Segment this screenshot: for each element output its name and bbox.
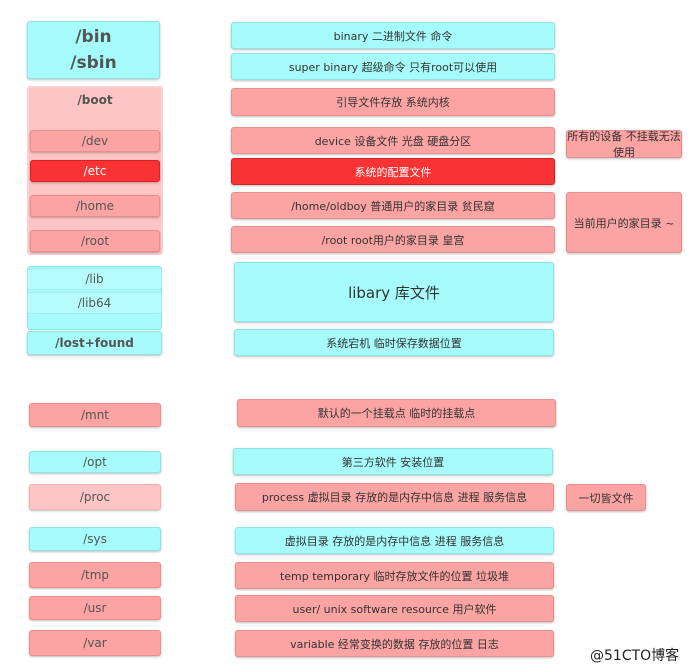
dir-sbin-label: /sbin <box>70 53 117 73</box>
desc-etc: 系统的配置文件 <box>231 158 555 185</box>
dir-opt-label: /opt <box>29 451 161 473</box>
dir-lost-found-label: /lost+found <box>27 331 162 355</box>
dir-sys-label: /sys <box>29 527 161 551</box>
dir-dev-label: /dev <box>30 130 160 152</box>
watermark-text: @51CTO博客 <box>590 648 680 664</box>
dir-boot-label: /boot <box>77 93 113 107</box>
desc-home: /home/oldboy 普通用户的家目录 贫民窟 <box>231 192 555 219</box>
desc-mnt: 默认的一个挂载点 临时的挂载点 <box>237 399 556 427</box>
desc-lost-found: 系统宕机 临时保存数据位置 <box>234 329 554 356</box>
dir-proc-label: /proc <box>29 484 161 510</box>
dir-lib-label: /lib <box>27 268 162 290</box>
dir-var-label: /var <box>29 630 161 656</box>
desc-sbin: super binary 超级命令 只有root可以使用 <box>231 53 555 80</box>
dir-bin-label: /bin <box>75 27 112 47</box>
desc-root: /root root用户的家目录 皇宫 <box>231 226 555 253</box>
desc-var: variable 经常变换的数据 存放的位置 日志 <box>235 630 554 657</box>
desc-usr: user/ unix software resource 用户软件 <box>235 595 554 622</box>
dir-etc-label: /etc <box>30 160 160 182</box>
note-home-root: 当前用户的家目录 ~ <box>566 192 682 253</box>
desc-lib: libary 库文件 <box>234 262 554 322</box>
desc-bin: binary 二进制文件 命令 <box>231 22 555 49</box>
desc-boot: 引导文件存放 系统内核 <box>231 88 555 116</box>
note-proc: 一切皆文件 <box>566 484 646 511</box>
dir-bin-sbin-box: /bin /sbin <box>27 21 160 79</box>
desc-sys: 虚拟目录 存放的是内存中信息 进程 服务信息 <box>235 527 554 554</box>
desc-opt: 第三方软件 安装位置 <box>233 448 553 475</box>
desc-tmp: temp temporary 临时存放文件的位置 垃圾堆 <box>235 562 554 589</box>
dir-lib64-label: /lib64 <box>27 292 162 314</box>
dir-root-label: /root <box>30 230 160 252</box>
dir-mnt-label: /mnt <box>29 403 161 427</box>
note-dev: 所有的设备 不挂载无法使用 <box>566 130 682 159</box>
dir-usr-label: /usr <box>29 596 161 620</box>
dir-home-label: /home <box>30 195 160 217</box>
desc-dev: device 设备文件 光盘 硬盘分区 <box>231 127 555 154</box>
desc-proc: process 虚拟目录 存放的是内存中信息 进程 服务信息 <box>235 483 554 511</box>
dir-tmp-label: /tmp <box>29 562 161 588</box>
